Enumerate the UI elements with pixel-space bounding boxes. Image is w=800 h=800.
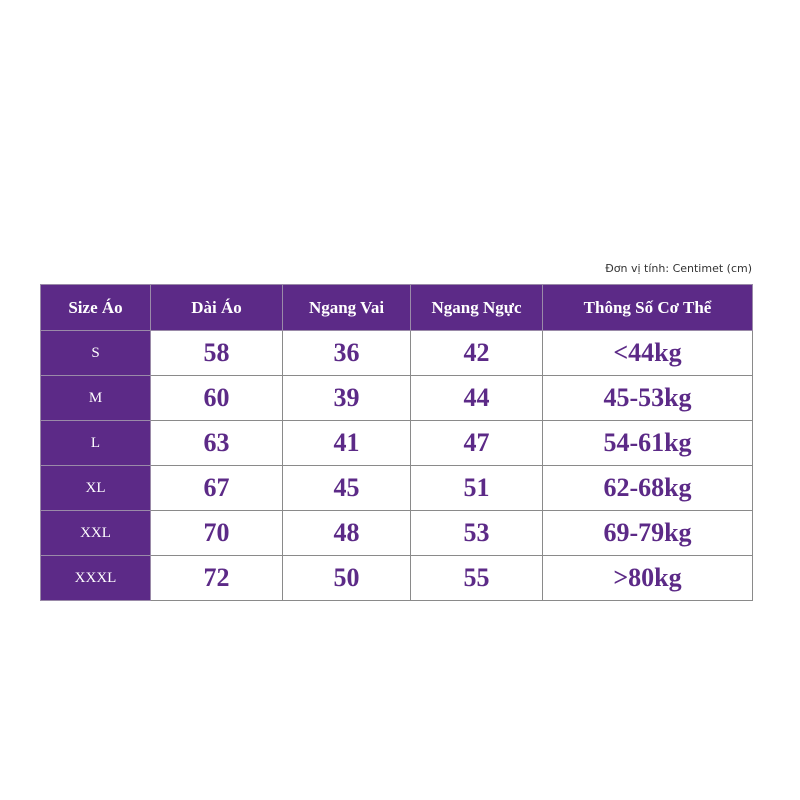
- table-row: M 60 39 44 45-53kg: [40, 375, 753, 421]
- value-cell: <44kg: [542, 330, 753, 376]
- value-cell: 36: [282, 330, 411, 376]
- table-body: S 58 36 42 <44kg M 60 39 44 45-53kg L 63 41 47 54-61kg…: [40, 330, 753, 601]
- table-row: S 58 36 42 <44kg: [40, 330, 753, 376]
- value-cell: 41: [282, 420, 411, 466]
- table-row: XL 67 45 51 62-68kg: [40, 465, 753, 511]
- value-cell: >80kg: [542, 555, 753, 601]
- size-cell: M: [40, 375, 151, 421]
- header-cell: Thông Số Cơ Thể: [542, 284, 753, 331]
- value-cell: 42: [410, 330, 543, 376]
- value-cell: 55: [410, 555, 543, 601]
- value-cell: 62-68kg: [542, 465, 753, 511]
- header-cell: Ngang Vai: [282, 284, 411, 331]
- value-cell: 48: [282, 510, 411, 556]
- value-cell: 44: [410, 375, 543, 421]
- value-cell: 51: [410, 465, 543, 511]
- value-cell: 69-79kg: [542, 510, 753, 556]
- value-cell: 53: [410, 510, 543, 556]
- header-cell: Size Áo: [40, 284, 151, 331]
- value-cell: 47: [410, 420, 543, 466]
- size-cell: XL: [40, 465, 151, 511]
- value-cell: 58: [150, 330, 283, 376]
- unit-note: Đơn vị tính: Centimet (cm): [605, 262, 752, 275]
- value-cell: 50: [282, 555, 411, 601]
- value-cell: 67: [150, 465, 283, 511]
- value-cell: 45: [282, 465, 411, 511]
- header-cell: Dài Áo: [150, 284, 283, 331]
- size-table: Size Áo Dài Áo Ngang Vai Ngang Ngực Thông Số…: [40, 284, 753, 601]
- header-cell: Ngang Ngực: [410, 284, 543, 331]
- size-cell: XXXL: [40, 555, 151, 601]
- size-cell: XXL: [40, 510, 151, 556]
- table-row: XXL 70 48 53 69-79kg: [40, 510, 753, 556]
- size-cell: S: [40, 330, 151, 376]
- value-cell: 45-53kg: [542, 375, 753, 421]
- value-cell: 60: [150, 375, 283, 421]
- size-cell: L: [40, 420, 151, 466]
- value-cell: 63: [150, 420, 283, 466]
- value-cell: 54-61kg: [542, 420, 753, 466]
- table-row: XXXL 72 50 55 >80kg: [40, 555, 753, 601]
- header-row: Size Áo Dài Áo Ngang Vai Ngang Ngực Thông Số…: [40, 284, 753, 331]
- value-cell: 70: [150, 510, 283, 556]
- value-cell: 39: [282, 375, 411, 421]
- value-cell: 72: [150, 555, 283, 601]
- table-row: L 63 41 47 54-61kg: [40, 420, 753, 466]
